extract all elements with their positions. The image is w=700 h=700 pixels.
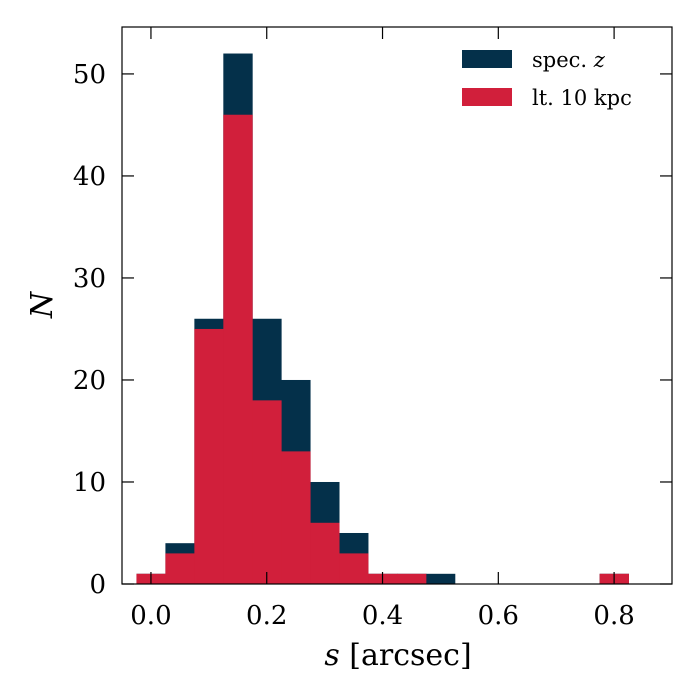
bar-series-1-bin-1 (165, 553, 195, 584)
legend-swatch-lt-10-kpc (462, 88, 512, 106)
bar-series-1-bin-6 (310, 522, 340, 584)
x-tick-label: 0.8 (593, 601, 634, 631)
legend-spec-var: z (593, 48, 606, 72)
x-tick-label: 0.0 (130, 601, 171, 631)
plot-frame (121, 26, 673, 585)
y-tick-label: 30 (73, 264, 106, 294)
bar-series-1-bin-2 (194, 328, 224, 584)
legend-spec-text: spec. (532, 48, 594, 72)
x-axis-var: s (324, 638, 339, 673)
bar-series-1-bin-3 (223, 114, 253, 584)
x-axis-unit: [arcsec] (340, 638, 472, 673)
x-tick-label: 0.6 (478, 601, 519, 631)
y-tick-label: 0 (89, 570, 106, 600)
y-tick-label: 50 (73, 60, 106, 90)
legend-label-lt-10-kpc: lt. 10 kpc (532, 86, 632, 110)
x-tick-label: 0.4 (362, 601, 403, 631)
bar-series-1-bin-5 (281, 451, 311, 584)
bar-series-1-bin-4 (252, 400, 282, 584)
legend-swatch-spec-z (462, 50, 512, 68)
bar-series-1-bin-7 (339, 553, 369, 584)
bars-layer (136, 53, 629, 584)
y-axis-label: N (25, 290, 60, 319)
ticks-layer (122, 27, 672, 585)
tick-labels-layer: 0.0 0.2 0.4 0.6 0.8 0 10 20 30 40 50 (73, 60, 635, 631)
bar-series-0-bin-10 (425, 573, 456, 584)
bar-series-1-bin-9 (397, 573, 427, 584)
legend-label-spec-z: spec. z (532, 48, 606, 72)
x-tick-label: 0.2 (246, 601, 287, 631)
legend: spec. z lt. 10 kpc (462, 48, 632, 110)
y-tick-label: 20 (73, 366, 106, 396)
y-tick-label: 40 (73, 162, 106, 192)
x-axis-label: s [arcsec] (324, 638, 471, 673)
y-tick-label: 10 (73, 468, 106, 498)
